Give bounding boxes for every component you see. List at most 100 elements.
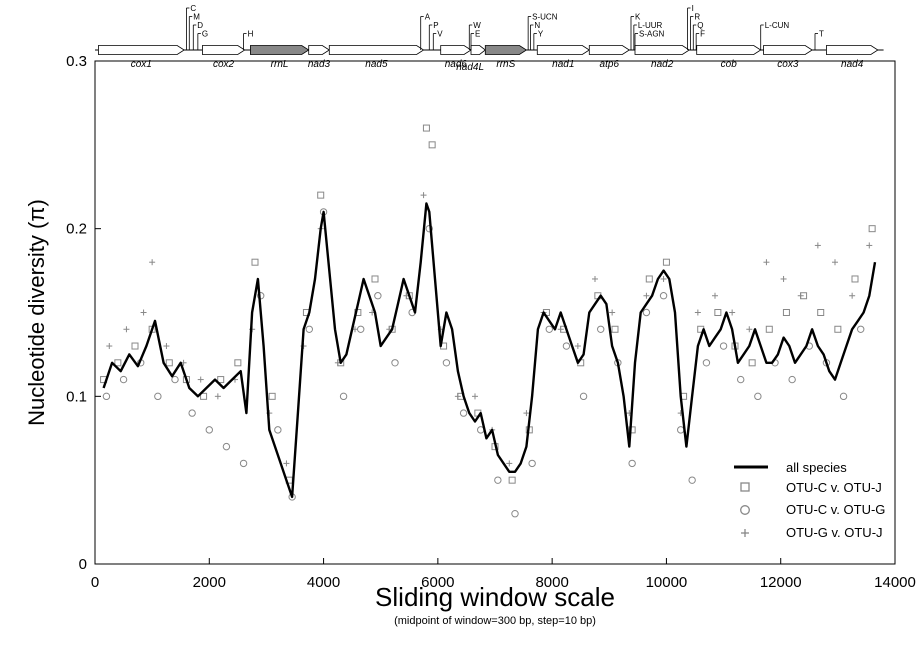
data-point-circle <box>562 342 571 350</box>
gene-arrow <box>308 45 331 55</box>
data-point-plus <box>746 326 753 333</box>
trna-label: W <box>473 21 481 30</box>
x-tick-label: 0 <box>91 574 99 591</box>
gene-label: cob <box>721 59 738 70</box>
gene-arrow <box>250 45 310 55</box>
data-point-plus <box>523 410 530 417</box>
data-point-plus <box>140 309 147 316</box>
gene-label: nad4L <box>456 62 484 73</box>
legend-square-swatch <box>740 482 750 492</box>
legend-label-otu-c-v-otu-g: OTU-C v. OTU-G <box>786 502 885 517</box>
x-tick-label: 2000 <box>193 574 226 591</box>
x-tick-label: 8000 <box>535 574 568 591</box>
legend: all species OTU-C v. OTU-J OTU-C v. OTU-… <box>734 460 885 540</box>
y-tick-label: 0.3 <box>66 53 87 70</box>
trna-label: I <box>692 4 694 13</box>
legend-circle-swatch <box>740 505 750 515</box>
gene-label: rrnL <box>271 59 289 70</box>
gene-arrow <box>536 45 591 55</box>
data-point-square <box>817 309 825 316</box>
trna-label: C <box>190 4 196 13</box>
data-point-circle <box>659 292 668 300</box>
data-point-square <box>234 359 242 367</box>
data-point-plus <box>454 393 461 400</box>
data-point-circle <box>628 459 636 468</box>
scatter-points <box>100 124 876 518</box>
data-point-circle <box>857 325 865 333</box>
x-axis-title: Sliding window scale <box>375 582 615 612</box>
x-tick-label: 4000 <box>307 574 340 591</box>
data-point-circle <box>374 292 382 300</box>
data-point-circle <box>205 426 213 434</box>
trna-label: H <box>248 30 254 39</box>
data-point-square <box>165 359 173 367</box>
data-point-plus <box>849 292 856 299</box>
trna-label: L-UUR <box>638 21 663 30</box>
data-point-square <box>748 359 756 367</box>
plot-frame <box>94 60 896 565</box>
data-point-square <box>200 392 208 400</box>
x-tick-label: 14000 <box>874 574 916 591</box>
data-point-plus <box>643 292 650 299</box>
gene-arrow <box>484 45 528 55</box>
data-point-plus <box>123 326 130 333</box>
legend-plus-swatch <box>741 529 749 537</box>
data-point-plus <box>609 309 616 316</box>
data-point-plus <box>712 292 718 299</box>
gene-label: atp6 <box>600 59 620 70</box>
data-point-plus <box>106 343 113 350</box>
gene-label: nad4 <box>841 59 864 70</box>
data-point-square <box>114 359 122 367</box>
data-point-circle <box>528 459 536 468</box>
gene-label: cox1 <box>131 59 152 70</box>
gene-label: nad3 <box>308 59 331 70</box>
gene-label: nad1 <box>552 59 574 70</box>
gene-label: cox2 <box>213 59 235 70</box>
gene-arrow <box>588 45 631 55</box>
data-point-square <box>371 275 379 283</box>
data-point-circle <box>702 359 711 367</box>
data-point-circle <box>459 409 468 417</box>
gene-label: nad6 <box>445 59 468 70</box>
trna-label: F <box>700 30 705 39</box>
data-point-circle <box>494 476 502 484</box>
data-point-plus <box>694 309 701 316</box>
data-point-circle <box>391 359 399 367</box>
data-point-square <box>868 225 876 233</box>
data-point-plus <box>780 275 787 282</box>
data-point-plus <box>283 460 290 467</box>
trna-label: M <box>193 13 200 22</box>
data-point-plus <box>197 376 204 383</box>
data-point-circle <box>188 409 196 417</box>
data-point-circle <box>788 375 796 384</box>
data-point-circle <box>119 375 128 384</box>
data-point-circle <box>642 308 651 317</box>
trna-label: E <box>475 30 480 39</box>
gene-arrow <box>634 45 691 55</box>
data-point-circle <box>719 342 728 350</box>
data-point-circle <box>737 375 745 384</box>
data-point-square <box>251 258 259 266</box>
data-point-circle <box>442 359 451 367</box>
data-point-plus <box>557 326 564 333</box>
data-point-plus <box>592 275 598 282</box>
legend-label-otu-g-v-otu-j: OTU-G v. OTU-J <box>786 525 883 540</box>
axis-ticks: 0 2000 4000 6000 8000 10000 12000 14000 0 0.1 0.2 0… <box>66 53 916 591</box>
y-tick-label: 0 <box>79 556 87 573</box>
trna-label: S-UCN <box>532 13 558 22</box>
data-point-circle <box>274 426 282 434</box>
data-point-plus <box>729 309 736 316</box>
legend-label-otu-c-v-otu-j: OTU-C v. OTU-J <box>786 480 882 495</box>
gene-label: rrnS <box>496 59 515 70</box>
data-point-square <box>851 275 859 283</box>
trna-label: T <box>819 30 824 39</box>
trna-label: G <box>202 30 208 39</box>
data-point-circle <box>154 392 162 401</box>
trna-label: S-AGN <box>639 30 665 39</box>
data-point-circle <box>511 510 519 518</box>
y-tick-label: 0.1 <box>66 388 87 405</box>
data-point-circle <box>171 375 179 384</box>
data-point-square <box>508 476 516 484</box>
